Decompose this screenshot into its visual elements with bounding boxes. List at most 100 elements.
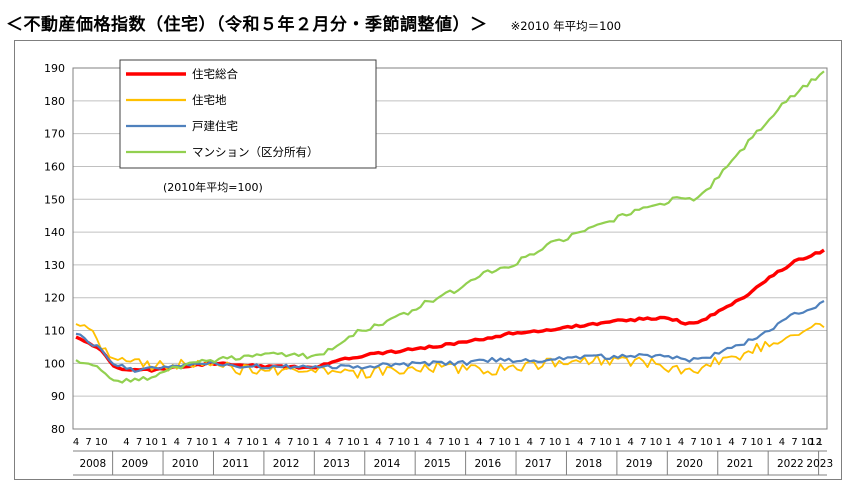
x-month-tick-label: 4 [375, 437, 381, 448]
x-month-tick-label: 1 [262, 437, 268, 448]
x-month-tick-label: 10 [599, 437, 612, 448]
x-month-tick-label: 4 [73, 437, 79, 448]
y-tick-label: 110 [44, 325, 65, 338]
x-month-tick-label: 1 [363, 437, 369, 448]
x-month-tick-label: 10 [448, 437, 461, 448]
x-month-tick-label: 10 [297, 437, 310, 448]
x-month-tick-label: 10 [549, 437, 562, 448]
x-month-tick-label: 1 [464, 437, 470, 448]
x-month-tick-label: 10 [95, 437, 108, 448]
x-month-tick-label: 10 [397, 437, 410, 448]
x-year-label: 2014 [374, 458, 401, 470]
x-month-tick-label: 7 [338, 437, 344, 448]
x-month-tick-label: 12 [809, 437, 822, 448]
x-month-tick-label: 4 [628, 437, 634, 448]
chart-title: ＜不動産価格指数（住宅）（令和５年２月分・季節調整値）＞ [6, 15, 488, 35]
x-month-tick-label: 7 [438, 437, 444, 448]
x-year-label: 2019 [626, 458, 653, 470]
y-tick-label: 120 [44, 292, 65, 305]
y-tick-label: 100 [44, 357, 65, 370]
x-month-tick-label: 7 [237, 437, 243, 448]
x-month-tick-label: 4 [779, 437, 785, 448]
x-month-tick-label: 10 [498, 437, 511, 448]
y-tick-label: 160 [44, 160, 65, 173]
x-year-label: 2016 [474, 458, 501, 470]
x-year-label: 2015 [424, 458, 451, 470]
x-month-tick-label: 10 [347, 437, 360, 448]
x-month-tick-label: 1 [564, 437, 570, 448]
x-month-tick-label: 1 [161, 437, 167, 448]
y-tick-label: 130 [44, 259, 65, 272]
base-year-note: ※2010 年平均＝100 [510, 19, 622, 33]
x-year-label: 2011 [222, 458, 249, 470]
plot-area-border [72, 67, 828, 430]
x-month-tick-label: 1 [211, 437, 217, 448]
series-line-3 [75, 300, 825, 373]
x-month-tick-label: 7 [539, 437, 545, 448]
x-month-tick-label: 4 [426, 437, 432, 448]
x-month-tick-label: 4 [224, 437, 230, 448]
x-month-tick-label: 7 [136, 437, 142, 448]
x-month-tick-label: 1 [615, 437, 621, 448]
x-month-tick-label: 10 [196, 437, 209, 448]
x-month-tick-label: 7 [489, 437, 495, 448]
x-month-tick-label: 7 [640, 437, 646, 448]
x-month-tick-label: 7 [691, 437, 697, 448]
x-month-tick-label: 1 [312, 437, 318, 448]
x-year-label: 2008 [79, 458, 106, 470]
x-month-tick-label: 4 [275, 437, 281, 448]
legend-label: マンション（区分所有） [192, 145, 319, 159]
x-month-tick-label: 10 [700, 437, 713, 448]
x-month-tick-label: 10 [750, 437, 763, 448]
legend-label: 住宅総合 [192, 67, 238, 81]
x-month-tick-label: 4 [476, 437, 482, 448]
x-year-label: 2020 [676, 458, 703, 470]
x-month-tick-label: 7 [186, 437, 192, 448]
series-line-4 [75, 70, 825, 384]
x-month-tick-label: 4 [678, 437, 684, 448]
x-year-label: 2009 [121, 458, 148, 470]
x-month-tick-label: 1 [413, 437, 419, 448]
series-line-1 [75, 248, 825, 373]
x-month-tick-label: 10 [246, 437, 259, 448]
y-tick-label: 140 [44, 226, 65, 239]
x-month-tick-label: 1 [514, 437, 520, 448]
x-month-tick-label: 1 [716, 437, 722, 448]
y-tick-label: 180 [44, 95, 65, 108]
x-month-tick-label: 1 [817, 437, 823, 448]
x-month-tick-label: 10 [145, 437, 158, 448]
y-tick-label: 90 [51, 390, 65, 403]
x-month-tick-label: 1 [766, 437, 772, 448]
x-month-tick-label: 7 [791, 437, 797, 448]
x-month-tick-label: 7 [287, 437, 293, 448]
x-year-label: 2012 [273, 458, 300, 470]
y-tick-label: 170 [44, 128, 65, 141]
x-year-label: 2018 [575, 458, 602, 470]
x-month-tick-label: 4 [325, 437, 331, 448]
y-tick-label: 80 [51, 423, 65, 436]
legend-box [119, 59, 377, 169]
x-month-tick-label: 7 [388, 437, 394, 448]
x-year-label: 2022 [777, 458, 804, 470]
x-month-tick-label: 10 [650, 437, 663, 448]
series-line-2 [75, 322, 825, 379]
x-month-tick-label: 4 [577, 437, 583, 448]
legend-label: 住宅地 [192, 93, 227, 107]
legend-label: 戸建住宅 [192, 119, 238, 133]
x-month-tick-label: 4 [527, 437, 533, 448]
x-month-tick-label: 7 [741, 437, 747, 448]
x-year-label: 2023 [806, 458, 833, 470]
x-month-tick-label: 7 [590, 437, 596, 448]
x-month-tick-label: 4 [174, 437, 180, 448]
x-year-label: 2010 [172, 458, 199, 470]
x-year-label: 2021 [727, 458, 754, 470]
base-note-label: (2010年平均=100) [163, 180, 263, 194]
y-tick-label: 190 [44, 62, 65, 75]
x-month-tick-label: 10 [801, 437, 814, 448]
x-year-label: 2013 [323, 458, 350, 470]
x-month-tick-label: 7 [85, 437, 91, 448]
x-month-tick-label: 1 [665, 437, 671, 448]
x-month-tick-label: 4 [728, 437, 734, 448]
chart-heading: ＜不動産価格指数（住宅）（令和５年２月分・季節調整値）＞ ※2010 年平均＝1… [6, 10, 621, 35]
